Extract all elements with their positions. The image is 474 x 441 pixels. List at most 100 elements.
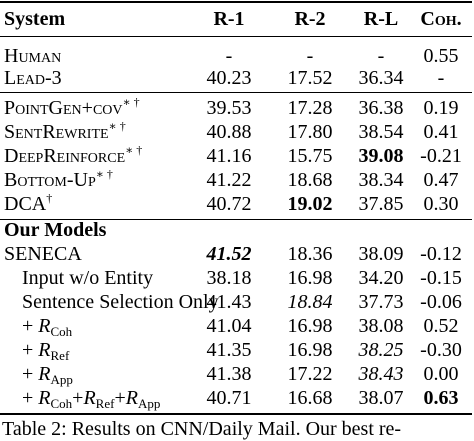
header-row: System R-1 R-2 R-L Coh. <box>0 7 474 31</box>
table-row: + RApp 41.38 17.22 38.43 0.00 <box>0 362 474 386</box>
r2-value: 18.84 <box>287 291 333 313</box>
marker: ∗ † <box>122 95 140 109</box>
reward-var: R <box>125 387 138 409</box>
system-name: SENECA <box>4 243 82 265</box>
header-r2: R-2 <box>294 8 326 30</box>
coh-value: -0.12 <box>420 243 462 265</box>
table-caption: Table 2: Results on CNN/Daily Mail. Our … <box>2 418 402 440</box>
system-name: Lead-3 <box>4 67 62 89</box>
coh-value: -0.30 <box>420 339 462 361</box>
r1-value: 41.16 <box>206 145 252 167</box>
table-row: SENECA 41.52 18.36 38.09 -0.12 <box>0 242 474 266</box>
rl-value: 38.54 <box>358 121 404 143</box>
system-cell: + RCoh <box>22 314 72 338</box>
top-rule <box>0 1 472 3</box>
system-cell: + RCoh+RRef+RApp <box>22 386 160 410</box>
coh-value: 0.47 <box>423 169 459 191</box>
r2-value: 16.68 <box>287 387 333 409</box>
r2-value: 15.75 <box>287 145 333 167</box>
plus-sign: + <box>72 387 84 409</box>
reward-var: R <box>83 387 96 409</box>
marker: ∗ † <box>95 167 113 181</box>
reward-var: R <box>38 315 51 337</box>
r2-value: - <box>306 45 314 67</box>
table-row: + RRef 41.35 16.98 38.25 -0.30 <box>0 338 474 362</box>
r1-value: 40.72 <box>206 193 252 215</box>
coh-value: 0.63 <box>423 387 459 409</box>
plus-prefix: + <box>22 315 39 337</box>
rl-value: - <box>377 45 385 67</box>
header-coh: Coh. <box>420 8 462 30</box>
rl-value: 38.08 <box>358 315 404 337</box>
plus-prefix: + <box>22 339 39 361</box>
system-cell: PointGen+cov∗ † <box>4 96 140 120</box>
table-row: PointGen+cov∗ † 39.53 17.28 36.38 0.19 <box>0 96 474 120</box>
r1-value: 41.04 <box>206 315 252 337</box>
r1-value: 41.35 <box>206 339 252 361</box>
section-rule <box>0 92 472 93</box>
system-cell: DeepReinforce∗ † <box>4 144 142 168</box>
header-rule <box>0 36 472 37</box>
coh-value: 0.55 <box>423 45 459 67</box>
system-cell: SentRewrite∗ † <box>4 120 126 144</box>
reward-sub: App <box>50 372 73 387</box>
rl-value: 34.20 <box>358 267 404 289</box>
reward-var: R <box>38 339 51 361</box>
header-r1: R-1 <box>213 8 245 30</box>
rl-value: 37.85 <box>358 193 404 215</box>
r1-value: - <box>225 45 233 67</box>
coh-value: - <box>437 67 445 89</box>
r2-value: 19.02 <box>287 193 333 215</box>
r1-value: 41.22 <box>206 169 252 191</box>
table-row: Input w/o Entity 38.18 16.98 34.20 -0.15 <box>0 266 474 290</box>
r1-value: 41.52 <box>206 243 252 265</box>
reward-var: R <box>38 363 51 385</box>
reward-sub: App <box>137 396 161 411</box>
rl-value: 37.73 <box>358 291 404 313</box>
plus-prefix: + <box>22 363 39 385</box>
rl-value: 38.09 <box>358 243 404 265</box>
table-row: + RCoh+RRef+RApp 40.71 16.68 38.07 0.63 <box>0 386 474 410</box>
header-system: System <box>4 8 66 30</box>
r2-value: 17.28 <box>287 97 333 119</box>
r2-value: 18.36 <box>287 243 333 265</box>
r1-value: 40.23 <box>206 67 252 89</box>
system-name: Input w/o Entity <box>22 267 154 289</box>
plus-sign: + <box>114 387 126 409</box>
table-row: SentRewrite∗ † 40.88 17.80 38.54 0.41 <box>0 120 474 144</box>
coh-value: 0.30 <box>423 193 459 215</box>
coh-value: -0.06 <box>420 291 462 313</box>
r2-value: 16.98 <box>287 339 333 361</box>
system-name: PointGen+cov <box>4 97 123 119</box>
rl-value: 36.38 <box>358 97 404 119</box>
coh-value: -0.21 <box>420 145 462 167</box>
coh-value: 0.19 <box>423 97 459 119</box>
system-name: Bottom-Up <box>4 169 96 191</box>
header-rl: R-L <box>363 8 399 30</box>
coh-value: 0.41 <box>423 121 459 143</box>
system-name: DeepReinforce <box>4 145 126 167</box>
table-row: Lead-3 40.23 17.52 36.34 - <box>0 66 474 90</box>
table-row: Bottom-Up∗ † 41.22 18.68 38.34 0.47 <box>0 168 474 192</box>
system-cell: DCA† <box>4 192 52 216</box>
marker: ∗ † <box>108 119 126 133</box>
r2-value: 18.68 <box>287 169 333 191</box>
system-name: SentRewrite <box>4 121 109 143</box>
r1-value: 38.18 <box>206 267 252 289</box>
reward-sub: Ref <box>50 348 70 363</box>
table-row: Sentence Selection Only 41.43 18.84 37.7… <box>0 290 474 314</box>
rl-value: 38.25 <box>358 339 404 361</box>
system-name: Sentence Selection Only <box>22 291 219 313</box>
rl-value: 38.34 <box>358 169 404 191</box>
system-name: DCA <box>4 193 47 215</box>
table-row: DCA† 40.72 19.02 37.85 0.30 <box>0 192 474 216</box>
coh-value: 0.52 <box>423 315 459 337</box>
marker: ∗ † <box>125 143 143 157</box>
r1-value: 40.71 <box>206 387 252 409</box>
rl-value: 38.07 <box>358 387 404 409</box>
bottom-rule <box>0 413 472 415</box>
system-name: Human <box>4 45 62 67</box>
rl-value: 38.43 <box>358 363 404 385</box>
r2-value: 17.52 <box>287 67 333 89</box>
our-models-label: Our Models <box>4 219 107 241</box>
